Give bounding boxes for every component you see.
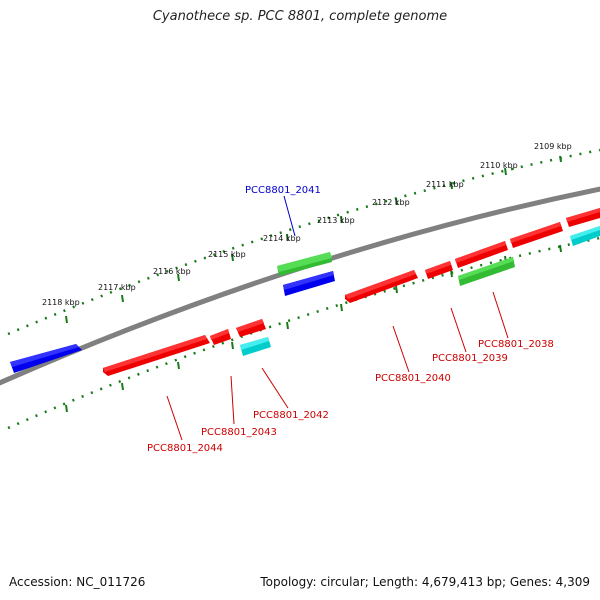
inner-major-ticks [65, 244, 562, 413]
scale-label: 2109 kbp [534, 142, 572, 151]
accession-text: Accession: NC_011726 [9, 575, 146, 589]
scale-label: 2115 kbp [208, 250, 246, 259]
scale-label: 2117 kbp [98, 283, 136, 292]
feature-cyan-2036 [570, 226, 600, 246]
feature-red-2036 [566, 208, 600, 227]
feature-red-2037 [510, 222, 563, 248]
outer-major-ticks [65, 155, 562, 324]
genome-summary-text: Topology: circular; Length: 4,679,413 bp… [260, 575, 590, 589]
leader-line-2040 [392, 325, 410, 373]
feature-pcc8801-2043 [210, 329, 231, 345]
feature-blue-left [10, 344, 82, 373]
map-title: Cyanothece sp. PCC 8801, complete genome [152, 9, 448, 24]
leader-line-2041 [283, 195, 296, 237]
scale-label: 2114 kbp [263, 234, 301, 243]
scale-label: 2112 kbp [372, 198, 410, 207]
gene-label-2044: PCC8801_2044 [147, 443, 223, 454]
feature-pcc8801-2042-cyan [240, 337, 271, 356]
gene-label-2038: PCC8801_2038 [478, 339, 554, 350]
feature-pcc8801-2038-gene [455, 241, 508, 268]
gene-label-2039: PCC8801_2039 [432, 353, 508, 364]
feature-pcc8801-2040 [345, 270, 418, 303]
feature-pcc8801-2042-gene [236, 319, 266, 337]
scale-label: 2110 kbp [480, 161, 518, 170]
gene-label-2042: PCC8801_2042 [253, 410, 329, 421]
feature-pcc8801-2041-gene [277, 252, 332, 276]
gene-label-2040: PCC8801_2040 [375, 373, 451, 384]
leader-line-2039 [450, 307, 467, 353]
gene-label-2041: PCC8801_2041 [245, 185, 321, 196]
feature-pcc8801-2044 [103, 335, 210, 376]
leader-line-2038 [492, 291, 509, 339]
feature-pcc8801-2039 [425, 261, 453, 279]
scale-label: 2116 kbp [153, 267, 191, 276]
gene-label-2043: PCC8801_2043 [201, 427, 277, 438]
feature-pcc8801-2038-rna [458, 257, 515, 286]
scale-label: 2118 kbp [42, 298, 80, 307]
leader-line-2043 [230, 375, 235, 425]
feature-pcc8801-2041-cds [283, 271, 335, 296]
leader-line-2044 [166, 395, 183, 441]
scale-label: 2111 kbp [426, 180, 464, 189]
scale-label: 2113 kbp [317, 216, 355, 225]
leader-line-2042 [261, 367, 289, 409]
